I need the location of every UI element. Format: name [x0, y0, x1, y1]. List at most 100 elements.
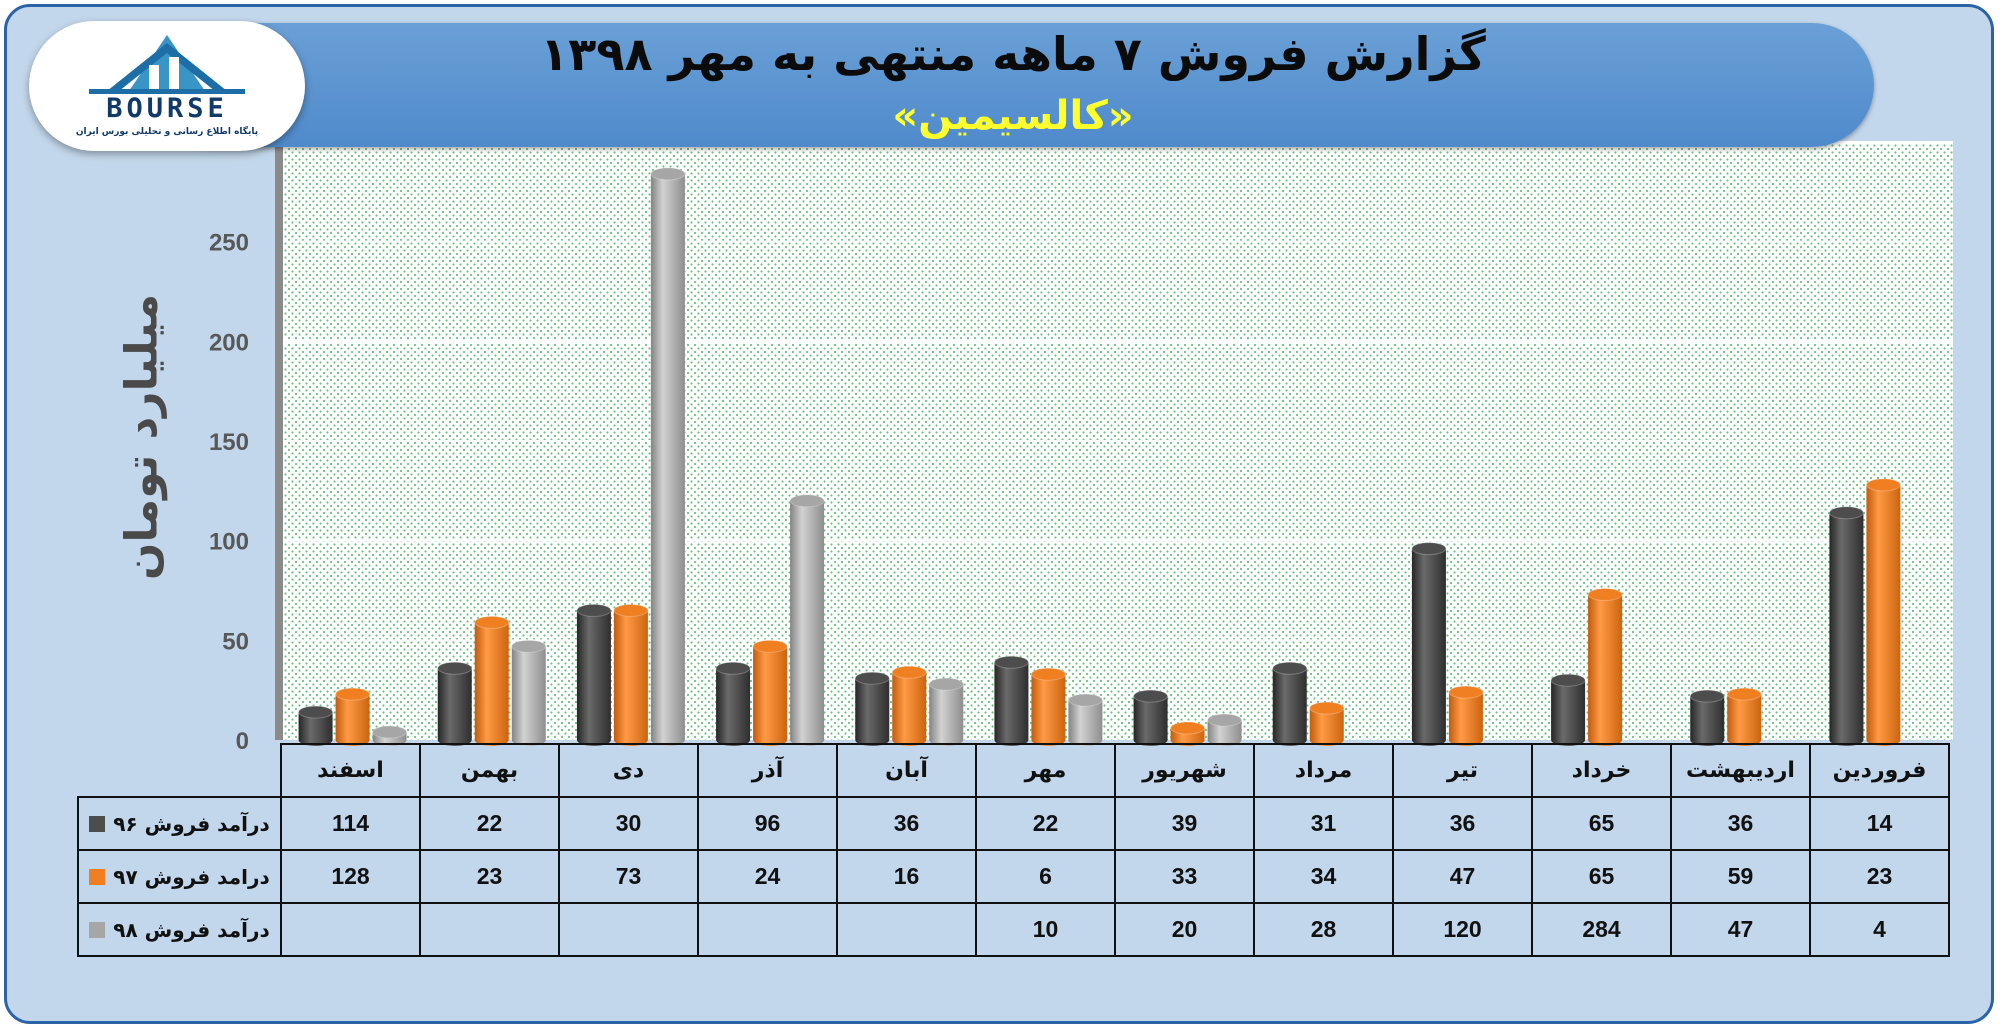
- chart-frame: 050100150200250300 گزارش فروش ۷ ماهه منت…: [4, 4, 1994, 1024]
- legend-entry: درامد فروش ۹۷: [77, 849, 282, 904]
- table-cell: 6: [975, 849, 1116, 904]
- y-tick-label: 200: [209, 329, 249, 356]
- bar-1-4: [715, 661, 751, 746]
- bar-3-7: [1207, 713, 1243, 746]
- bar-2-3: [613, 603, 649, 746]
- y-tick-label: 100: [209, 529, 249, 556]
- category-label: خرداد: [1531, 743, 1672, 798]
- category-label: فروردین: [1809, 743, 1950, 798]
- table-cell: 114: [280, 796, 421, 851]
- logo-mark-icon: [89, 35, 245, 94]
- legend-entry: درآمد فروش ۹۸: [77, 902, 282, 957]
- y-tick-label: 250: [209, 230, 249, 257]
- bar-1-3: [576, 603, 612, 746]
- bar-2-6: [1030, 667, 1066, 746]
- table-cell: [558, 902, 699, 957]
- title-banner: گزارش فروش ۷ ماهه منتهی به مهر ۱۳۹۸ «کال…: [152, 23, 1874, 147]
- legend-label: درامد فروش ۹۷: [113, 864, 270, 889]
- bar-2-7: [1170, 721, 1206, 746]
- chart-plot: 050100150200250300: [209, 130, 1953, 755]
- table-header-row: اسفند بهمن دی آذر آبان مهر شهریور مرداد تیر خرداد…: [78, 743, 1950, 798]
- bar-1-7: [1133, 689, 1169, 746]
- table-cell: 65: [1531, 849, 1672, 904]
- bar-1-6: [993, 655, 1029, 746]
- table-cell: 47: [1670, 902, 1811, 957]
- bar-3-4: [789, 494, 825, 746]
- table-cell: 36: [836, 796, 977, 851]
- table-cell: 36: [1670, 796, 1811, 851]
- table-cell: 59: [1670, 849, 1811, 904]
- y-tick-label: 0: [236, 728, 249, 755]
- y-axis-label-wrap: میلیارد تومان: [102, 294, 182, 580]
- y-tick-label: 150: [209, 429, 249, 456]
- legend-swatch: [89, 868, 106, 885]
- bar-1-5: [854, 671, 890, 746]
- table-cell: 24: [697, 849, 838, 904]
- logo-wordmark: BOURSE: [106, 93, 228, 124]
- category-label: مرداد: [1253, 743, 1394, 798]
- table-cell: [697, 902, 838, 957]
- table-cell: 34: [1253, 849, 1394, 904]
- y-axis-label: میلیارد تومان: [116, 293, 168, 581]
- table-cell: 73: [558, 849, 699, 904]
- legend-label: درآمد فروش ۹۸: [113, 917, 270, 942]
- bar-2-2: [474, 615, 510, 746]
- table-cell: 20: [1114, 902, 1255, 957]
- legend-swatch: [89, 921, 106, 938]
- table-cell: 22: [975, 796, 1116, 851]
- bar-1-1: [298, 705, 334, 746]
- table-corner: [78, 744, 281, 797]
- bar-1-2: [437, 661, 473, 746]
- chart-title: گزارش فروش ۷ ماهه منتهی به مهر ۱۳۹۸: [540, 27, 1486, 81]
- table-cell: 36: [1392, 796, 1533, 851]
- data-table: اسفند بهمن دی آذر آبان مهر شهریور مرداد تیر خرداد…: [77, 743, 1950, 957]
- legend-label: درآمد فروش ۹۶: [113, 811, 270, 836]
- bar-2-10: [1587, 587, 1623, 746]
- logo-tagline: پایگاه اطلاع رسانی و تحلیلی بورس ایران: [75, 127, 259, 137]
- table-cell: 10: [975, 902, 1116, 957]
- bar-3-2: [511, 639, 547, 746]
- table-cell: 96: [697, 796, 838, 851]
- table-cell: 23: [419, 849, 560, 904]
- bar-1-12: [1828, 506, 1864, 746]
- chart-subtitle: «کالسیمین»: [892, 93, 1134, 139]
- category-label: دی: [558, 743, 699, 798]
- table-cell: 47: [1392, 849, 1533, 904]
- category-label: مهر: [975, 743, 1116, 798]
- bar-1-11: [1689, 689, 1725, 746]
- category-label: تیر: [1392, 743, 1533, 798]
- bar-2-12: [1865, 478, 1901, 746]
- table-cell: 23: [1809, 849, 1950, 904]
- table-cell: 28: [1253, 902, 1394, 957]
- table-cell: 39: [1114, 796, 1255, 851]
- y-axis-ticks: 050100150200250300: [209, 130, 249, 755]
- bars: [298, 167, 1901, 747]
- table-cell: 22: [419, 796, 560, 851]
- category-label: شهریور: [1114, 743, 1255, 798]
- table-row: درآمد فروش ۹۶ 114 22 30 96 36 22 39 31 36 65 36 14: [77, 796, 1950, 851]
- category-label: بهمن: [419, 743, 560, 798]
- table-row: درامد فروش ۹۷ 128 23 73 24 16 6 33 34 47 65 59 23: [77, 849, 1950, 904]
- table-cell: 16: [836, 849, 977, 904]
- table-cell: 284: [1531, 902, 1672, 957]
- table-cell: 33: [1114, 849, 1255, 904]
- category-label: اردیبهشت: [1670, 743, 1811, 798]
- bar-1-10: [1550, 673, 1586, 746]
- table-cell: 128: [280, 849, 421, 904]
- category-label: آذر: [697, 743, 838, 798]
- plot-side-wall: [275, 142, 283, 740]
- bar-2-4: [752, 639, 788, 746]
- legend-entry: درآمد فروش ۹۶: [77, 796, 282, 851]
- table-cell: [836, 902, 977, 957]
- legend-swatch: [89, 815, 106, 832]
- table-cell: 31: [1253, 796, 1394, 851]
- y-tick-label: 50: [222, 628, 249, 655]
- bar-2-9: [1448, 685, 1484, 746]
- category-label: اسفند: [280, 743, 421, 798]
- bar-1-8: [1272, 661, 1308, 746]
- bar-3-6: [1067, 693, 1103, 746]
- bar-2-1: [335, 687, 371, 746]
- bar-3-3: [650, 167, 686, 747]
- table-cell: 4: [1809, 902, 1950, 957]
- table-cell: 30: [558, 796, 699, 851]
